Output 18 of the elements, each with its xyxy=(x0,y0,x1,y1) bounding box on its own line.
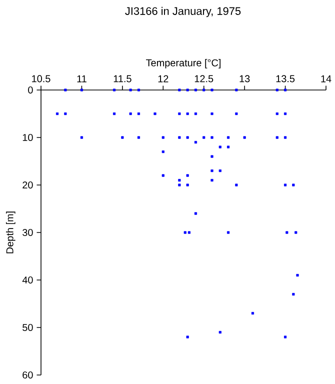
x-tick-label: 12 xyxy=(158,75,168,82)
x-tick-label: 11.5 xyxy=(114,75,132,82)
x-tick-label: 13.5 xyxy=(276,75,295,82)
y-tick-label: 40 xyxy=(22,276,33,284)
y-tick-label: 60 xyxy=(22,371,33,379)
x-tick-label: 11 xyxy=(77,75,86,82)
y-tick-label: 20 xyxy=(22,181,33,189)
x-axis-title: Temperature [°C] xyxy=(146,59,220,68)
y-tick-label: 50 xyxy=(22,324,33,332)
chart-title: JI3166 in January, 1975 xyxy=(125,6,241,18)
x-tick-label: 13 xyxy=(240,75,250,82)
y-tick-label: 0 xyxy=(28,86,33,94)
y-tick-label: 10 xyxy=(22,134,33,142)
y-axis-title: Depth [m] xyxy=(6,212,16,254)
y-tick-label: 30 xyxy=(22,228,33,236)
x-tick-label: 10.5 xyxy=(32,75,50,82)
x-tick-label: 12.5 xyxy=(194,75,214,82)
x-tick-label: 14 xyxy=(321,75,332,82)
